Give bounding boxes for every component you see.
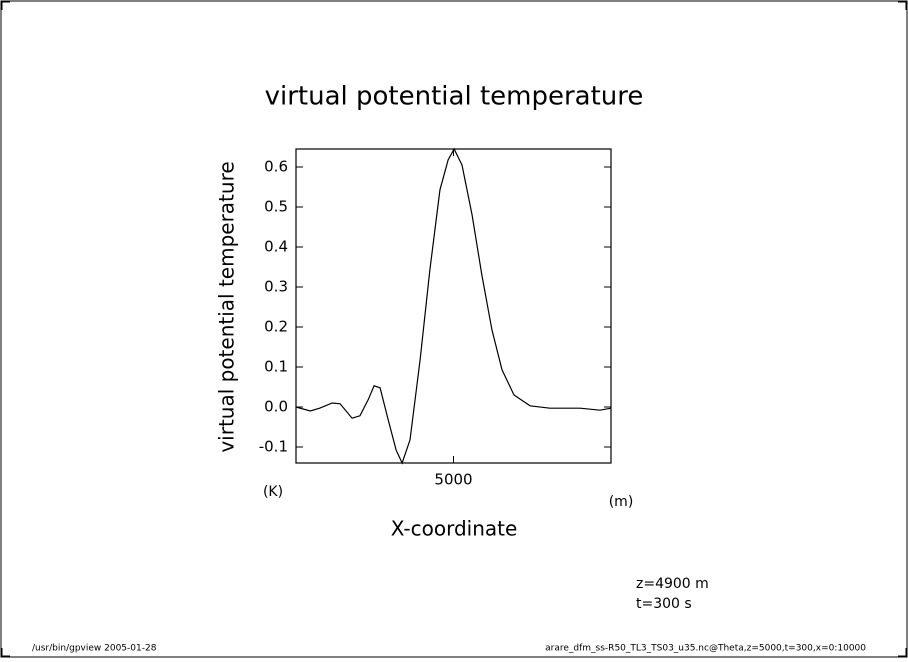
annotation: z=4900 m [636, 576, 709, 592]
x-unit: (m) [609, 494, 634, 510]
y-tick-label: 0.0 [264, 398, 288, 416]
footer-right: arare_dfm_ss-R50_TL3_TS03_u35.nc@Theta,z… [545, 644, 866, 654]
plot-frame [295, 148, 612, 464]
y-tick-label: 0.2 [264, 318, 288, 336]
y-tick-label: 0.1 [264, 358, 288, 376]
y-tick-label: 0.4 [264, 238, 288, 256]
y-tick-label: 0.5 [264, 198, 288, 216]
x-tick-label: 5000 [434, 471, 472, 489]
y-tick-label: 0.6 [264, 158, 288, 176]
x-axis-label: X-coordinate [391, 517, 518, 541]
y-tick-label: 0.3 [264, 278, 288, 296]
y-tick-label: -0.1 [259, 438, 288, 456]
data-line [295, 147, 612, 465]
y-axis-label: virtual potential temperature [215, 161, 239, 452]
chart-title: virtual potential temperature [265, 82, 644, 112]
y-unit: (K) [263, 484, 283, 500]
footer-left: /usr/bin/gpview 2005-01-28 [32, 644, 157, 654]
annotation: t=300 s [636, 596, 692, 612]
